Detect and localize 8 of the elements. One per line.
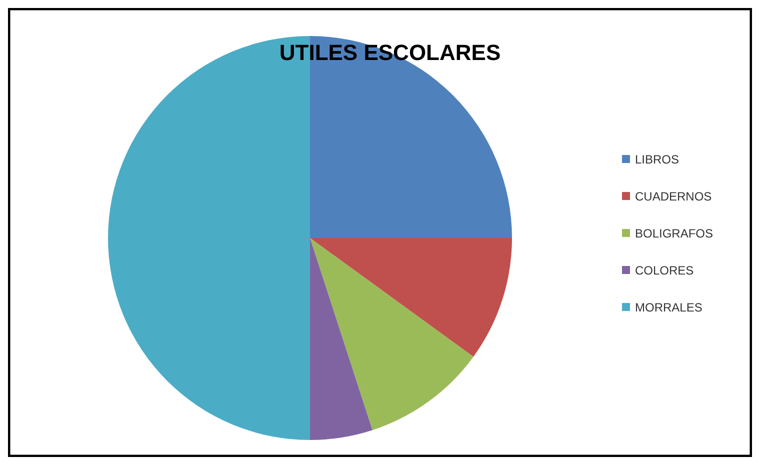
- pie-slice: [310, 238, 474, 430]
- legend-label: CUADERNOS: [635, 190, 712, 204]
- legend-label: LIBROS: [635, 152, 680, 166]
- legend-label: MORRALES: [635, 300, 702, 314]
- legend-label: BOLIGRAFOS: [635, 226, 714, 240]
- legend-label: COLORES: [635, 264, 694, 278]
- pie-slice: [310, 238, 372, 440]
- pie-slice: [310, 238, 512, 357]
